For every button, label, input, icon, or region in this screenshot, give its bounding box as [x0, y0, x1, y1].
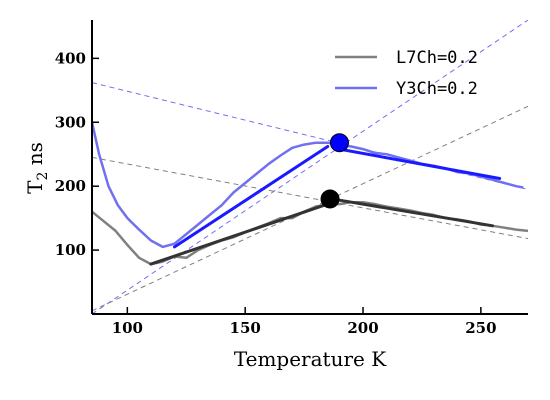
x-tick-label: 250	[465, 319, 496, 337]
legend: L7Ch=0.2 Y3Ch=0.2	[335, 48, 478, 99]
series-1-crossover-marker	[320, 189, 340, 209]
series-2-guide-low	[92, 20, 528, 314]
y-ticks: 100 200 300 400	[55, 49, 99, 259]
x-tick-label: 150	[230, 319, 261, 337]
x-tick: 150	[230, 307, 261, 337]
x-axis-title: Temperature K	[234, 347, 387, 371]
series-2-crossover-marker	[329, 133, 349, 153]
x-tick-label: 200	[347, 319, 378, 337]
x-ticks: 100 150 200 250	[112, 307, 497, 337]
y-tick: 400	[55, 49, 99, 67]
markers	[320, 133, 349, 209]
series-1-guide-high	[92, 156, 528, 240]
y-axis-title: T2 ns	[23, 142, 51, 194]
x-tick: 250	[465, 307, 497, 337]
series-2-line	[92, 122, 524, 249]
y-tick: 100	[55, 241, 99, 259]
series-1-fit-low	[149, 202, 330, 266]
y-tick: 300	[55, 113, 99, 131]
y-tick-label: 200	[55, 177, 86, 195]
guide-lines	[92, 20, 528, 314]
legend-label: Y3Ch=0.2	[396, 79, 478, 99]
fit-lines	[149, 145, 502, 266]
series-lines	[92, 122, 528, 266]
x-tick: 100	[112, 307, 143, 337]
series-2-fit-low	[173, 145, 330, 249]
series-2-guide-high	[92, 82, 528, 190]
y-tick: 200	[55, 177, 99, 195]
legend-label: L7Ch=0.2	[396, 48, 478, 68]
series-2-fit-high	[338, 147, 502, 180]
plot-area	[92, 20, 528, 314]
x-tick: 200	[347, 307, 379, 337]
x-tick-label: 100	[112, 319, 143, 337]
y-tick-label: 100	[55, 241, 86, 259]
legend-entry: Y3Ch=0.2	[335, 79, 478, 99]
series-1-fit-high	[338, 198, 495, 228]
y-tick-label: 300	[55, 113, 86, 131]
legend-entry: L7Ch=0.2	[335, 48, 478, 68]
y-tick-label: 400	[55, 49, 86, 67]
